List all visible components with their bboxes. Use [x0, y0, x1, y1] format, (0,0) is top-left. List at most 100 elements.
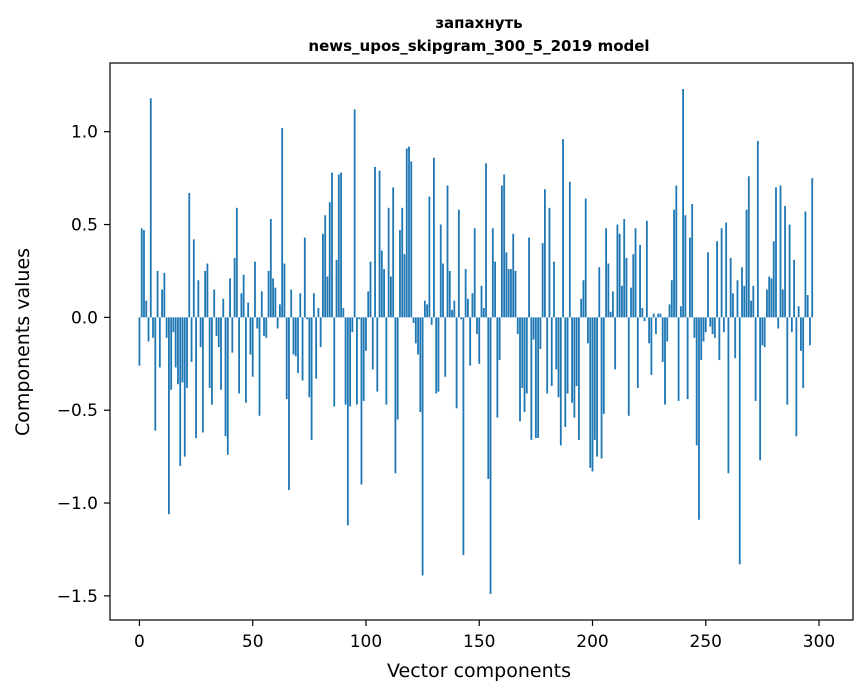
- bar: [285, 317, 288, 400]
- bar: [702, 317, 705, 342]
- bar: [220, 317, 222, 390]
- bar: [618, 233, 621, 318]
- bar: [695, 317, 698, 446]
- bar: [258, 317, 261, 416]
- bar: [367, 291, 370, 318]
- bar: [519, 317, 521, 422]
- bar: [410, 161, 413, 318]
- bar: [584, 198, 587, 318]
- bar: [734, 317, 737, 359]
- bar: [761, 317, 764, 346]
- bar: [156, 270, 159, 318]
- bar: [648, 317, 651, 344]
- bar: [745, 209, 748, 318]
- bar: [600, 317, 603, 459]
- bar: [682, 88, 685, 318]
- bar: [405, 148, 408, 318]
- bar: [387, 207, 390, 318]
- bar: [299, 293, 302, 318]
- bar: [170, 317, 173, 390]
- bar: [378, 170, 381, 318]
- bar: [496, 317, 499, 418]
- bar: [673, 209, 675, 318]
- bar: [435, 317, 438, 394]
- bar: [534, 317, 537, 439]
- bar: [238, 317, 241, 394]
- bar: [331, 172, 333, 318]
- bar: [507, 269, 510, 318]
- bar: [627, 317, 630, 416]
- bar: [179, 317, 182, 466]
- bar: [260, 291, 263, 318]
- x-axis-ticks: 0 50 100 150 200 250 300: [134, 620, 835, 652]
- bar: [140, 228, 143, 318]
- bar: [149, 98, 152, 318]
- bar: [768, 276, 771, 318]
- bar: [727, 317, 730, 474]
- plot-frame: [109, 62, 854, 621]
- bar: [448, 270, 451, 318]
- bar: [587, 317, 589, 344]
- bar: [369, 261, 372, 318]
- bar: [192, 239, 195, 318]
- bar: [306, 317, 308, 320]
- bar: [539, 317, 542, 349]
- bar: [231, 317, 234, 353]
- bar: [235, 207, 238, 318]
- bar: [251, 317, 254, 377]
- bar: [199, 317, 202, 348]
- bar: [473, 228, 476, 318]
- bar: [190, 317, 193, 362]
- bar: [476, 317, 478, 335]
- x-tick-label: 200: [576, 632, 608, 652]
- bar: [614, 317, 617, 370]
- bar: [297, 317, 299, 374]
- bar: [593, 317, 596, 440]
- bar: [691, 204, 694, 318]
- bar: [521, 317, 524, 388]
- bar: [578, 317, 580, 440]
- bar: [292, 317, 295, 355]
- bar: [756, 140, 759, 318]
- bar: [544, 189, 546, 318]
- bar: [664, 317, 666, 405]
- bar: [213, 289, 216, 318]
- bar: [743, 285, 746, 318]
- bar: [741, 267, 743, 318]
- bar: [700, 317, 703, 361]
- bar: [195, 317, 197, 439]
- bar: [775, 187, 777, 318]
- bar: [256, 317, 259, 329]
- bar: [453, 300, 456, 318]
- y-tick-label: 0.5: [71, 216, 98, 236]
- bar: [716, 241, 718, 318]
- bar: [430, 317, 433, 325]
- bar: [611, 291, 614, 318]
- bar: [500, 185, 503, 318]
- bar: [265, 317, 268, 338]
- bar: [709, 317, 712, 327]
- bar: [358, 317, 361, 320]
- bar: [446, 185, 449, 318]
- bar: [616, 224, 619, 318]
- bar: [580, 298, 583, 318]
- bar-series: [138, 88, 814, 594]
- bar: [752, 285, 755, 318]
- bar: [634, 228, 637, 318]
- bar: [344, 317, 347, 405]
- bar: [557, 317, 560, 398]
- bar: [598, 267, 601, 318]
- x-tick-label: 100: [350, 632, 382, 652]
- bar: [747, 176, 750, 318]
- bar: [163, 272, 166, 318]
- bar: [478, 317, 481, 364]
- bar: [525, 317, 528, 394]
- bar: [272, 278, 274, 318]
- bar: [788, 224, 791, 318]
- bar: [564, 317, 567, 427]
- bar: [383, 269, 385, 318]
- bar: [679, 306, 682, 318]
- x-tick-label: 300: [803, 632, 835, 652]
- bar: [514, 270, 517, 318]
- bar: [553, 261, 555, 318]
